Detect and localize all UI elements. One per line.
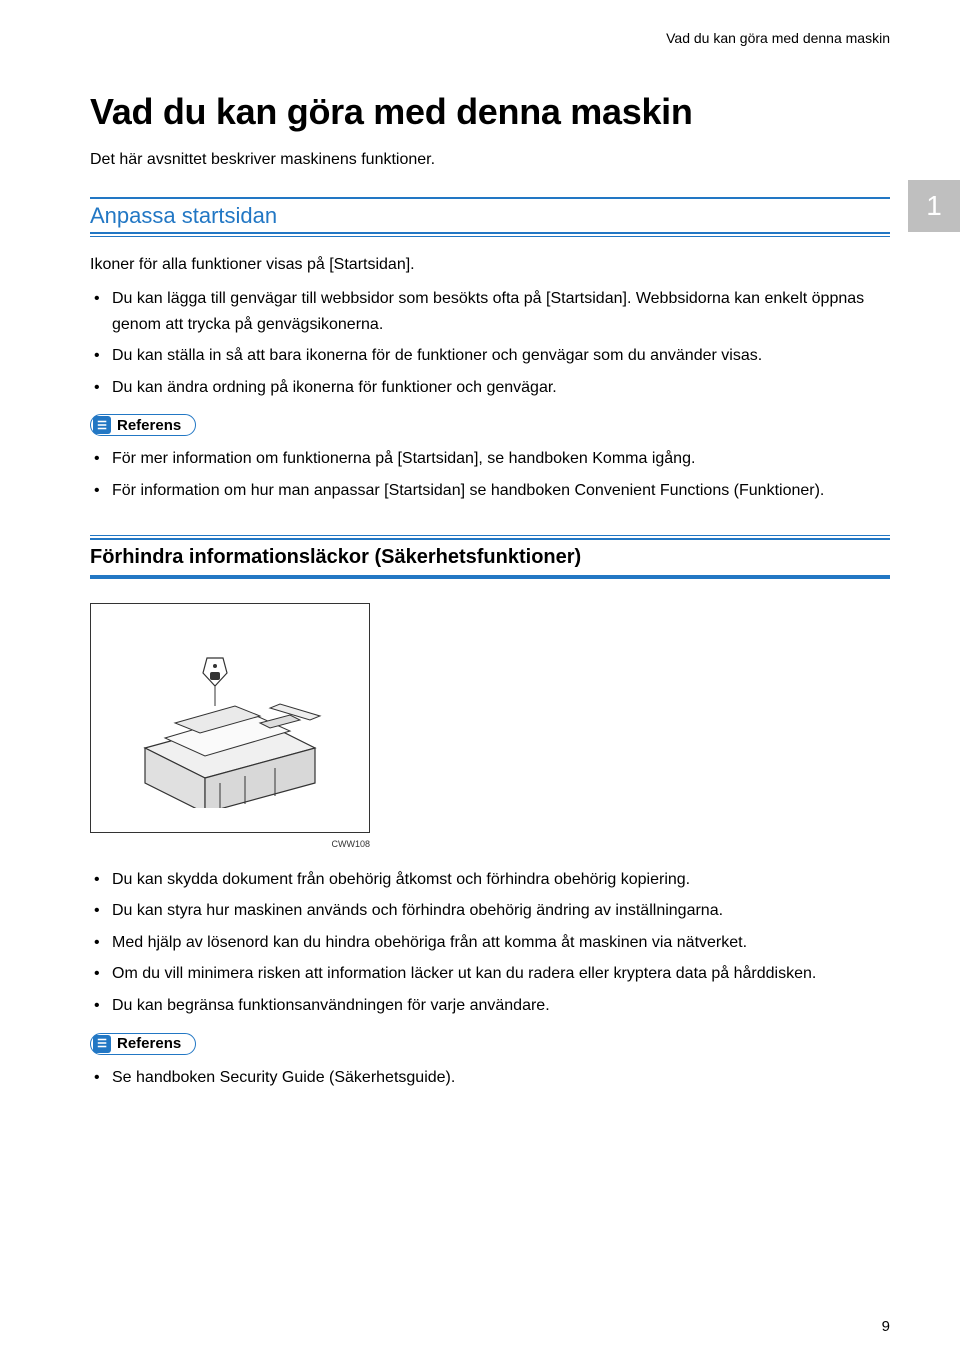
section-number-badge: 1 — [908, 180, 960, 232]
section1-bullets: Du kan lägga till genvägar till webbsido… — [90, 286, 890, 400]
list-item: Se handboken Security Guide (Säkerhetsgu… — [112, 1065, 890, 1091]
machine-illustration — [90, 603, 370, 833]
list-item: För mer information om funktionerna på [… — [112, 446, 890, 472]
list-item: Med hjälp av lösenord kan du hindra obeh… — [112, 930, 890, 956]
list-item: Du kan lägga till genvägar till webbsido… — [112, 286, 890, 337]
list-item: Om du vill minimera risken att informati… — [112, 961, 890, 987]
section1-subtext: Ikoner för alla funktioner visas på [Sta… — [90, 256, 890, 274]
referens-label: Referens — [117, 1035, 181, 1052]
referens-label: Referens — [117, 417, 181, 434]
section-heading-forhindra: Förhindra informationsläckor (Säkerhetsf… — [90, 538, 890, 579]
page-number: 9 — [882, 1318, 890, 1335]
list-item: Du kan styra hur maskinen används och fö… — [112, 898, 890, 924]
referens-badge: ☰ Referens — [90, 1033, 196, 1055]
list-item: Du kan ändra ordning på ikonerna för fun… — [112, 375, 890, 401]
running-header: Vad du kan göra med denna maskin — [90, 30, 890, 46]
list-item: Du kan begränsa funktionsanvändningen fö… — [112, 993, 890, 1019]
section-heading-anpassa: Anpassa startsidan — [90, 197, 890, 234]
list-item: För information om hur man anpassar [Sta… — [112, 478, 890, 504]
printer-icon — [115, 628, 345, 808]
section2-ref-bullets: Se handboken Security Guide (Säkerhetsgu… — [90, 1065, 890, 1091]
list-item: Du kan ställa in så att bara ikonerna fö… — [112, 343, 890, 369]
document-icon: ☰ — [93, 1035, 111, 1053]
document-icon: ☰ — [93, 416, 111, 434]
referens-badge: ☰ Referens — [90, 414, 196, 436]
list-item: Du kan skydda dokument från obehörig åtk… — [112, 867, 890, 893]
main-title: Vad du kan göra med denna maskin — [90, 91, 890, 133]
image-code: CWW108 — [90, 839, 370, 849]
section2-bullets: Du kan skydda dokument från obehörig åtk… — [90, 867, 890, 1019]
section1-ref-bullets: För mer information om funktionerna på [… — [90, 446, 890, 503]
intro-text: Det här avsnittet beskriver maskinens fu… — [90, 151, 890, 169]
